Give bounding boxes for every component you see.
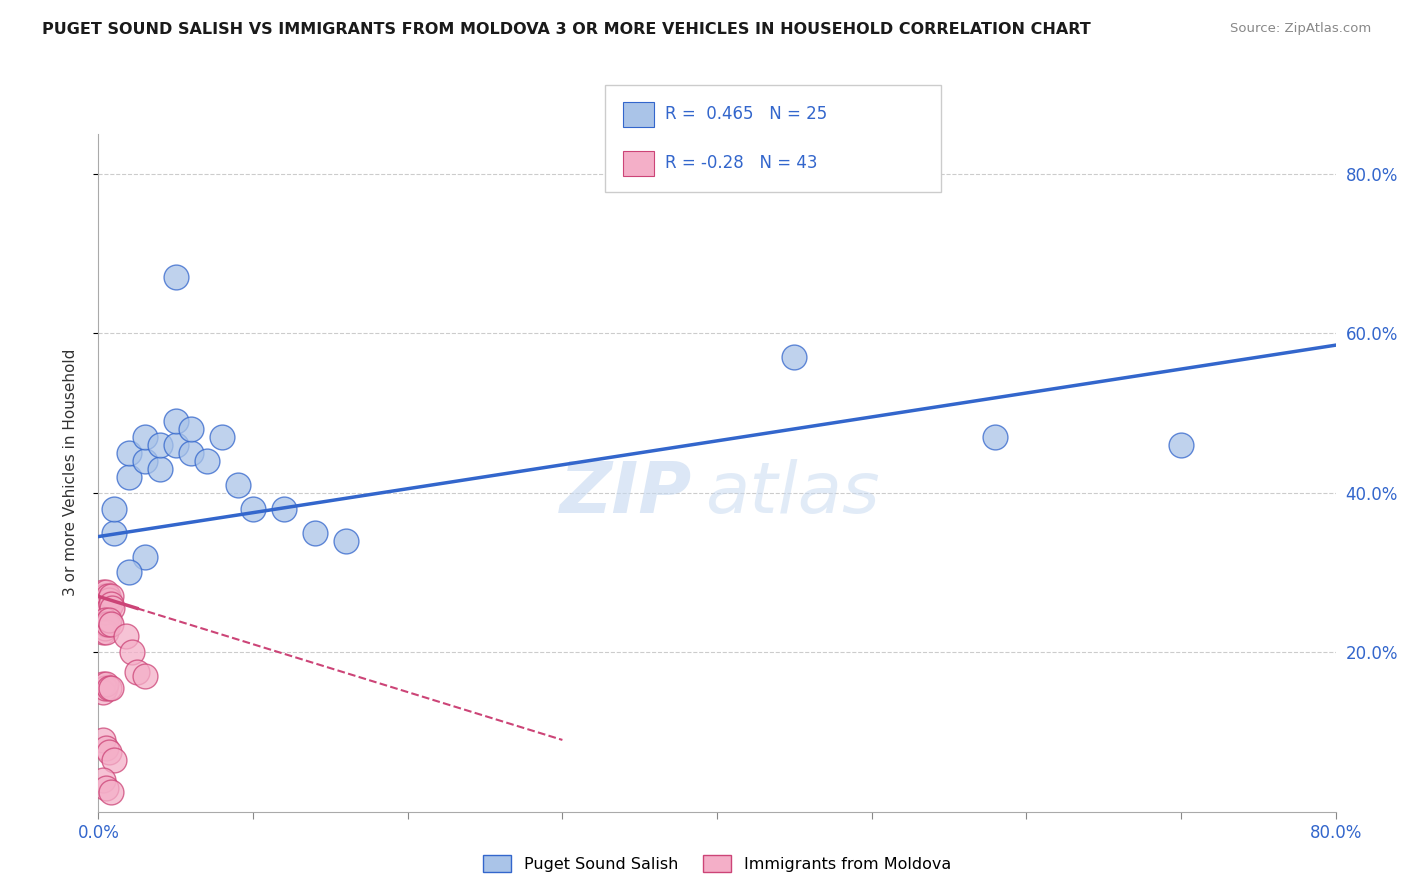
Point <box>115 629 138 643</box>
Point <box>180 422 202 436</box>
Point <box>91 585 114 599</box>
Point <box>783 350 806 364</box>
Point <box>98 681 121 695</box>
Point <box>93 621 115 635</box>
Text: R = -0.28   N = 43: R = -0.28 N = 43 <box>665 154 818 172</box>
Point <box>134 454 156 468</box>
Point <box>97 598 120 612</box>
Point <box>103 501 125 516</box>
Point <box>93 605 115 619</box>
Point <box>96 585 118 599</box>
Point <box>98 601 121 615</box>
Point <box>180 446 202 460</box>
Point <box>100 617 122 632</box>
Point <box>100 598 122 612</box>
Point <box>98 745 121 759</box>
Legend: Puget Sound Salish, Immigrants from Moldova: Puget Sound Salish, Immigrants from Mold… <box>477 848 957 879</box>
Point <box>211 430 233 444</box>
Point <box>304 525 326 540</box>
Point <box>149 462 172 476</box>
Point <box>100 681 122 695</box>
Point <box>93 613 115 627</box>
Text: Source: ZipAtlas.com: Source: ZipAtlas.com <box>1230 22 1371 36</box>
Point <box>195 454 218 468</box>
Point <box>97 617 120 632</box>
Point <box>91 625 114 640</box>
Point <box>165 414 187 428</box>
Point <box>242 501 264 516</box>
Point <box>91 593 114 607</box>
Point <box>96 593 118 607</box>
Point <box>118 469 141 483</box>
Point <box>335 533 357 548</box>
Point <box>984 430 1007 444</box>
Point <box>118 446 141 460</box>
Point <box>121 645 143 659</box>
Point <box>100 785 122 799</box>
Point <box>91 772 114 787</box>
Point <box>91 677 114 691</box>
Text: atlas: atlas <box>704 458 879 527</box>
Text: PUGET SOUND SALISH VS IMMIGRANTS FROM MOLDOVA 3 OR MORE VEHICLES IN HOUSEHOLD CO: PUGET SOUND SALISH VS IMMIGRANTS FROM MO… <box>42 22 1091 37</box>
Y-axis label: 3 or more Vehicles in Household: 3 or more Vehicles in Household <box>63 349 77 597</box>
Point <box>118 566 141 580</box>
Point <box>96 677 118 691</box>
Point <box>134 430 156 444</box>
Point <box>96 780 118 795</box>
Point <box>98 613 121 627</box>
Point <box>127 665 149 680</box>
Point <box>96 617 118 632</box>
Point <box>96 625 118 640</box>
Point <box>91 733 114 747</box>
Point <box>97 590 120 604</box>
Point <box>91 617 114 632</box>
Point <box>98 593 121 607</box>
Point <box>165 270 187 285</box>
Point <box>1170 438 1192 452</box>
Point <box>165 438 187 452</box>
Point <box>103 753 125 767</box>
Point <box>134 549 156 564</box>
Text: ZIP: ZIP <box>560 458 692 527</box>
Point <box>100 590 122 604</box>
Point <box>91 601 114 615</box>
Point <box>226 477 249 491</box>
Point <box>96 740 118 755</box>
Point <box>93 598 115 612</box>
Point <box>134 669 156 683</box>
Point <box>91 685 114 699</box>
Point <box>273 501 295 516</box>
Point <box>96 601 118 615</box>
Point <box>101 601 124 615</box>
Point <box>149 438 172 452</box>
Point <box>93 681 115 695</box>
Point <box>103 525 125 540</box>
Text: R =  0.465   N = 25: R = 0.465 N = 25 <box>665 105 828 123</box>
Point <box>93 590 115 604</box>
